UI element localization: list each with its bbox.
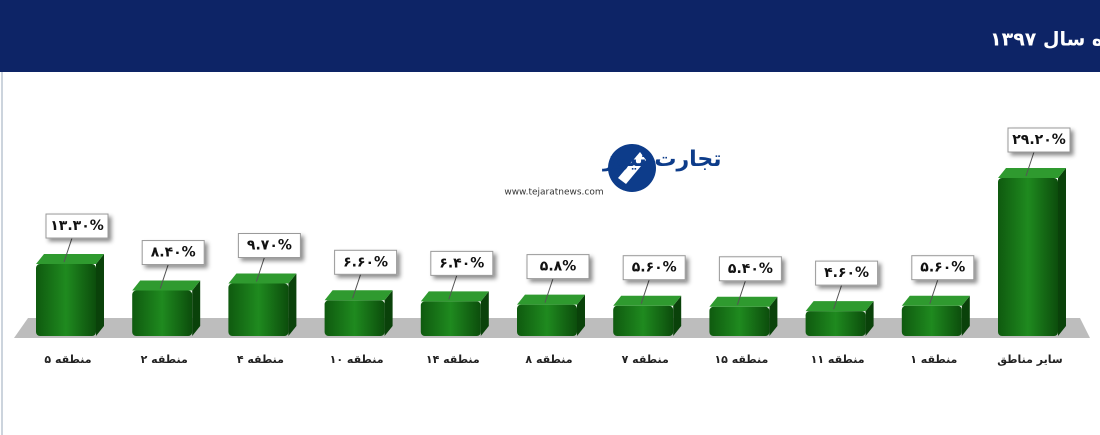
bar (132, 290, 193, 336)
value-label: ۶.۶۰% (343, 254, 388, 270)
label-box (1007, 127, 1071, 153)
bar-side (192, 280, 201, 336)
bar (228, 283, 289, 336)
value-label: ۴.۶۰% (824, 265, 869, 281)
bar-top (132, 280, 201, 291)
leader-line (255, 257, 265, 282)
bar (36, 264, 96, 336)
bar-top (709, 296, 778, 307)
label-box (718, 256, 782, 282)
leader-line (448, 275, 458, 300)
bar (805, 311, 866, 336)
bar-side (769, 296, 778, 336)
bar-top (36, 254, 104, 265)
value-label: ۵.۸% (540, 259, 576, 275)
bar (420, 301, 481, 336)
x-tick-label: منطقه ۵ (44, 353, 91, 366)
value-label: ۵.۴۰% (728, 261, 773, 277)
value-label: ۲۹.۲۰% (1012, 132, 1066, 148)
header (0, 0, 1100, 72)
bar (709, 306, 770, 336)
value-label: ۸.۴۰% (151, 245, 196, 261)
bar-top (324, 290, 393, 301)
label-box (141, 240, 205, 266)
label-box (237, 233, 301, 259)
bar-side (96, 254, 104, 336)
x-tick-label: منطقه ۴ (237, 353, 284, 366)
bar-top (613, 295, 682, 306)
bar-side (673, 295, 682, 336)
bar-side (1058, 168, 1066, 336)
leader-line (159, 264, 169, 289)
x-tick-label: منطقه ۱۵ (714, 353, 768, 366)
value-label: ۱۳.۳۰% (50, 218, 104, 234)
bar-top (228, 273, 297, 284)
leader-line (352, 274, 362, 299)
label-box (526, 254, 590, 280)
bar-side (961, 295, 970, 336)
x-tick-label: منطقه ۱ (910, 353, 957, 366)
value-label: ۶.۴۰% (439, 255, 484, 271)
leader-line (833, 284, 843, 310)
chart-title: توزیع مناطق شهر تهران برحسب سهم از تعداد… (990, 29, 1100, 51)
x-tick-label: منطقه ۱۰ (330, 353, 384, 366)
x-tick-label: منطقه ۷ (622, 353, 669, 366)
bar-top (901, 295, 970, 306)
bar-side (384, 290, 393, 336)
bar-side (865, 301, 874, 336)
x-tick-label: منطقه ۸ (525, 353, 572, 366)
leader-line (929, 279, 939, 304)
label-box (45, 213, 109, 239)
bar (998, 178, 1058, 336)
bar (613, 305, 674, 336)
x-tick-label: سایر مناطق (997, 353, 1062, 366)
leader-line (736, 280, 746, 305)
leader-line (640, 279, 650, 304)
bar-side (480, 291, 489, 336)
x-tick-label: منطقه ۱۱ (811, 353, 865, 366)
bar-top (517, 294, 585, 305)
label-box (622, 255, 686, 281)
bar-side (288, 273, 297, 336)
label-box (334, 249, 398, 275)
x-tick-label: منطقه ۱۴ (426, 353, 480, 366)
bar-side (577, 294, 585, 336)
leader-line (1025, 151, 1035, 177)
value-label: ۵.۶۰% (632, 260, 677, 276)
label-box (815, 260, 879, 286)
logo-name: تجارت نیوز (602, 147, 722, 172)
logo-url: www.tejaratnews.com (504, 188, 603, 198)
bar (517, 304, 577, 336)
value-label: ۵.۶۰% (920, 260, 965, 276)
bar (324, 300, 385, 336)
bar-top (420, 291, 489, 302)
label-box (911, 255, 975, 281)
bar-top (805, 301, 874, 312)
bar (901, 305, 962, 336)
bar-top (998, 168, 1066, 178)
leader-line (544, 278, 554, 303)
label-box (430, 250, 494, 276)
logo: تجارت نیوز www.tejaratnews.com (504, 144, 722, 198)
x-tick-label: منطقه ۲ (141, 353, 188, 366)
leader-line (63, 237, 73, 263)
value-label: ۹.۷۰% (247, 238, 292, 254)
